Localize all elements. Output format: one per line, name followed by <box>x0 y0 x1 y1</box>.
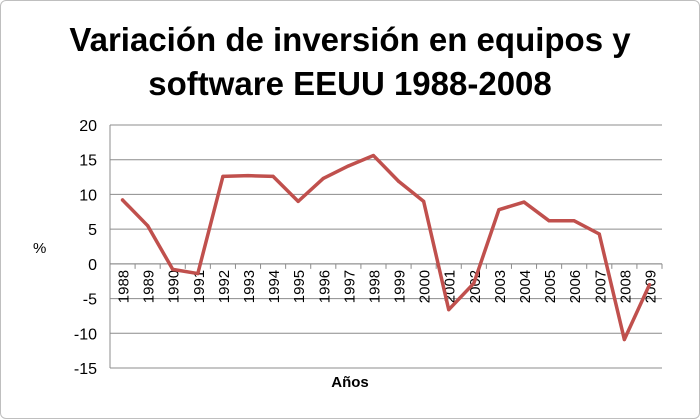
y-axis-label: % <box>33 240 47 257</box>
data-point <box>146 224 150 228</box>
data-point <box>572 219 576 223</box>
x-tick-label: 1989 <box>141 270 158 303</box>
x-tick-label: 2006 <box>567 270 584 303</box>
y-tick-label: 10 <box>79 187 97 204</box>
data-point <box>296 199 300 203</box>
data-point <box>120 198 125 202</box>
x-tick-label: 1992 <box>216 270 233 303</box>
x-tick-label: 1991 <box>191 270 208 303</box>
x-tick-label: 1988 <box>116 270 133 303</box>
data-point <box>371 153 376 158</box>
data-point <box>597 232 601 236</box>
data-point <box>647 283 652 287</box>
data-point <box>271 174 275 178</box>
y-tick-label: 15 <box>79 153 97 170</box>
x-tick-label: 1994 <box>266 270 283 303</box>
data-point <box>422 199 426 203</box>
x-tick-label: 2004 <box>517 270 534 303</box>
x-axis-label: Años <box>331 374 369 391</box>
x-tick-label: 1993 <box>241 270 258 303</box>
data-point <box>196 271 200 276</box>
x-tick-label: 2008 <box>617 270 634 303</box>
y-tick-label: -5 <box>83 292 97 309</box>
chart-title: Variación de inversión en equipos y soft… <box>0 18 700 106</box>
x-tick-label: 1990 <box>166 270 183 303</box>
chart-title-line2: software EEUU 1988-2008 <box>148 65 552 102</box>
data-point <box>171 267 175 272</box>
data-point <box>472 281 476 285</box>
data-point <box>522 200 526 204</box>
data-point <box>447 308 451 312</box>
x-tick-label: 1998 <box>366 270 383 303</box>
data-point <box>547 219 551 223</box>
x-tick-label: 2005 <box>542 270 559 303</box>
y-tick-label: -10 <box>74 326 97 343</box>
x-tick-label: 2007 <box>592 270 609 303</box>
data-point <box>346 164 350 168</box>
data-point <box>396 179 401 183</box>
x-tick-label: 2002 <box>467 270 484 303</box>
data-point <box>497 208 501 212</box>
data-point <box>221 174 225 178</box>
series-line <box>120 153 652 342</box>
x-tick-label: 1997 <box>341 270 358 303</box>
y-tick-label: 5 <box>88 222 97 239</box>
x-tick-label: 1996 <box>316 270 333 303</box>
y-tick-label: 0 <box>88 257 97 274</box>
data-point <box>321 176 325 181</box>
chart-title-line1: Variación de inversión en equipos y <box>69 21 631 58</box>
data-point <box>246 174 250 178</box>
y-tick-label: 20 <box>79 118 97 135</box>
x-tick-label: 2000 <box>417 270 434 303</box>
x-tick-label: 2003 <box>492 270 509 303</box>
data-point <box>622 337 626 342</box>
y-tick-label: -15 <box>74 361 97 378</box>
x-tick-label: 1999 <box>392 270 409 303</box>
x-tick-label: 1995 <box>291 270 308 303</box>
